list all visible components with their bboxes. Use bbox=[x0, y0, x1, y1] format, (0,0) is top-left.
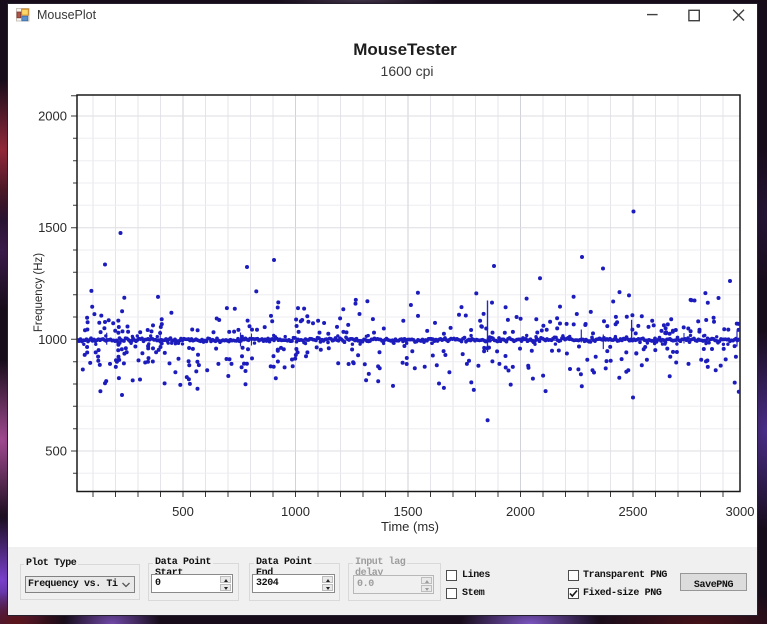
svg-text:3000: 3000 bbox=[726, 504, 755, 519]
svg-text:2500: 2500 bbox=[619, 504, 648, 519]
svg-text:1500: 1500 bbox=[38, 220, 67, 235]
svg-text:1000: 1000 bbox=[38, 332, 67, 347]
svg-text:Time (ms): Time (ms) bbox=[381, 519, 439, 534]
svg-text:1500: 1500 bbox=[394, 504, 423, 519]
svg-text:1000: 1000 bbox=[281, 504, 310, 519]
svg-text:500: 500 bbox=[172, 504, 194, 519]
svg-text:500: 500 bbox=[45, 444, 67, 459]
svg-text:2000: 2000 bbox=[506, 504, 535, 519]
svg-text:Frequency (Hz): Frequency (Hz) bbox=[33, 253, 45, 332]
svg-text:2000: 2000 bbox=[38, 109, 67, 124]
